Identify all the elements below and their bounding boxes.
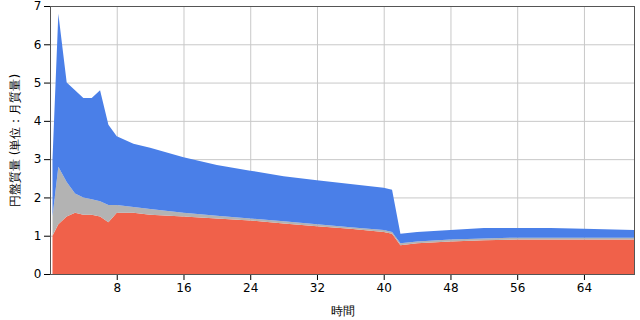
svg-text:6: 6	[34, 38, 42, 52]
svg-text:64: 64	[577, 281, 592, 295]
svg-text:5: 5	[34, 76, 42, 90]
svg-text:48: 48	[443, 281, 458, 295]
svg-text:4: 4	[34, 114, 42, 128]
svg-text:0: 0	[34, 267, 42, 281]
svg-text:56: 56	[510, 281, 525, 295]
svg-text:32: 32	[310, 281, 325, 295]
svg-text:16: 16	[176, 281, 191, 295]
svg-text:7: 7	[34, 0, 42, 13]
svg-text:円盤質量 (単位：月質量): 円盤質量 (単位：月質量)	[8, 74, 22, 207]
svg-text:時間: 時間	[331, 304, 355, 318]
svg-text:3: 3	[34, 152, 42, 166]
svg-text:8: 8	[113, 281, 121, 295]
svg-text:2: 2	[34, 191, 42, 205]
svg-text:40: 40	[377, 281, 392, 295]
svg-text:1: 1	[34, 229, 42, 243]
svg-text:24: 24	[243, 281, 258, 295]
